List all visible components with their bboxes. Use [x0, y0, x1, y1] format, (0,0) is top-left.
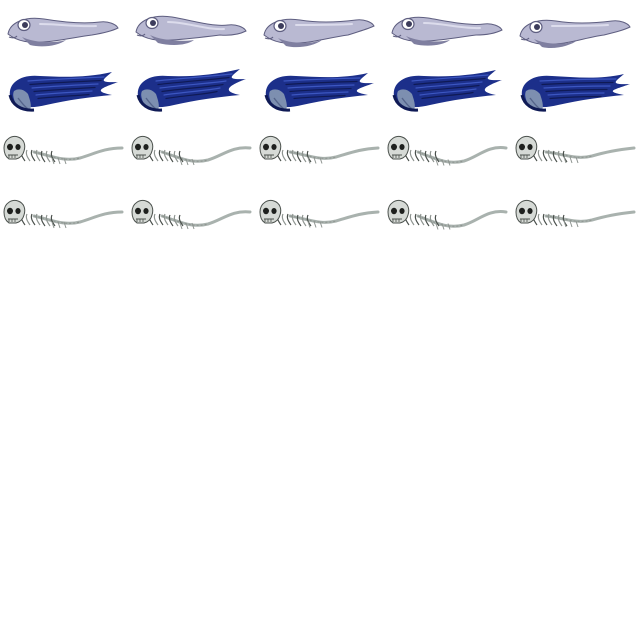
bone-serpent-frame-3 [259, 136, 380, 164]
bone-serpent-frame-4 [387, 200, 508, 230]
bone-serpent-frame-2 [131, 136, 252, 166]
bone-serpent-frame-3 [259, 200, 380, 228]
manta-ray-frame-4 [391, 16, 503, 46]
manta-ray-sprite [0, 0, 128, 64]
drowned-maiden-ghost-frame-1 [8, 72, 118, 112]
manta-ray-sprite [512, 0, 640, 64]
bone-serpent-sprite [384, 192, 512, 256]
ghost-hair-sprite [128, 64, 256, 128]
drowned-maiden-ghost-frame-2 [136, 69, 246, 112]
manta-ray-frame-2 [135, 15, 247, 45]
bone-serpent-sprite [128, 128, 256, 192]
bone-serpent-sprite [0, 192, 128, 256]
bone-serpent-row [0, 128, 640, 192]
empty-sheet-area [0, 256, 640, 640]
ghost-hair-sprite [0, 64, 128, 128]
bone-serpent-sprite [384, 128, 512, 192]
drowned-maiden-ghost-frame-4 [392, 70, 502, 112]
bone-serpent-frame-1 [3, 200, 124, 229]
bone-serpent-row-2 [0, 192, 640, 256]
manta-ray-frame-3 [263, 18, 375, 48]
drowned-maiden-ghost-frame-3 [264, 73, 374, 112]
bone-serpent-sprite [256, 192, 384, 256]
manta-ray-sprite [256, 0, 384, 64]
bone-serpent-frame-5 [515, 200, 636, 228]
ghost-hair-sprite [384, 64, 512, 128]
bone-serpent-frame-4 [387, 136, 508, 166]
bone-serpent-sprite [256, 128, 384, 192]
manta-ray-frame-5 [519, 19, 631, 49]
bone-serpent-sprite [0, 128, 128, 192]
manta-ray-row [0, 0, 640, 64]
bone-serpent-sprite [512, 192, 640, 256]
drowned-maiden-ghost-frame-5 [520, 74, 630, 112]
manta-ray-sprite [128, 0, 256, 64]
bone-serpent-frame-1 [3, 136, 124, 165]
bone-serpent-frame-2 [131, 200, 252, 230]
ghost-hair-sprite [512, 64, 640, 128]
ghost-hair-sprite [256, 64, 384, 128]
bone-serpent-frame-5 [515, 136, 636, 164]
bone-serpent-sprite [128, 192, 256, 256]
manta-ray-frame-1 [7, 17, 119, 47]
manta-ray-sprite [384, 0, 512, 64]
ghost-hair-row [0, 64, 640, 128]
bone-serpent-sprite [512, 128, 640, 192]
